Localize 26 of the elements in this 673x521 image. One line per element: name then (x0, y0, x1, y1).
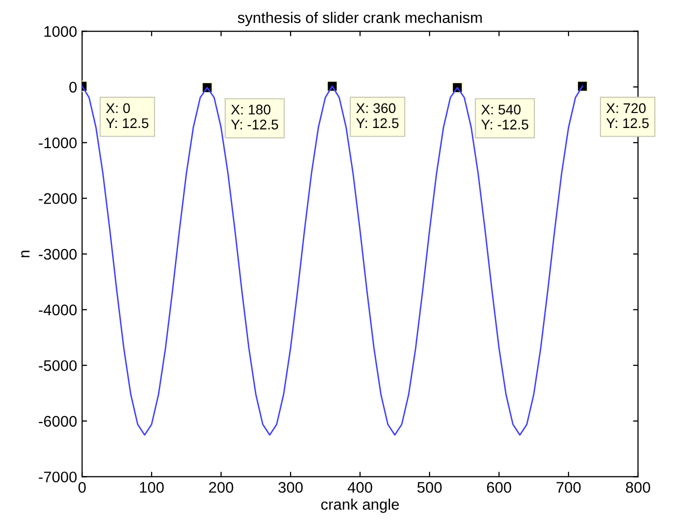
y-tick-label: -2000 (38, 193, 77, 204)
annotation: X: 720 Y: 12.5 (606, 103, 649, 128)
y-tick-label: -4000 (38, 304, 77, 316)
y-tick-label: -6000 (38, 416, 77, 427)
y-tick-label: -3000 (38, 248, 77, 260)
x-tick-label: 400 (348, 482, 372, 493)
y-tick-label: -7000 (38, 472, 77, 482)
y-tick-label: 1000 (44, 26, 77, 37)
x-tick-label: 200 (209, 482, 234, 493)
annotation: X: 540 Y: -12.5 (481, 104, 528, 130)
x-tick-label: 500 (417, 482, 442, 493)
x-tick-label: 0 (78, 482, 86, 493)
chart-title: synthesis of slider crank mechanism (238, 12, 482, 26)
x-axis-title: crank angle (321, 498, 399, 513)
annotation: X: 0 Y: 12.5 (106, 103, 148, 128)
y-tick-label: -5000 (38, 360, 77, 372)
x-tick-label: 700 (556, 482, 581, 493)
y-axis-title: n (21, 250, 30, 258)
x-tick-label: 300 (278, 482, 303, 493)
annotation: X: 180 Y: -12.5 (231, 104, 278, 130)
x-tick-label: 600 (487, 482, 512, 493)
y-tick-label: 0 (69, 82, 77, 93)
x-tick-label: 100 (140, 482, 164, 493)
y-tick-label: -1000 (38, 137, 77, 148)
annotation: X: 360 Y: 12.5 (356, 103, 399, 128)
x-tick-label: 800 (626, 482, 650, 493)
